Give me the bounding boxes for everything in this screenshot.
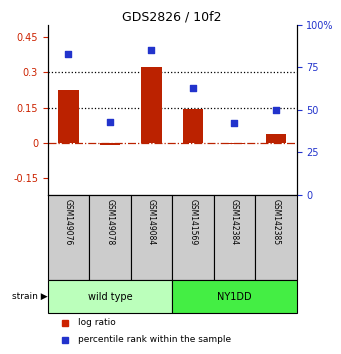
Point [232,121,237,126]
Bar [131,195,172,280]
Bar [182,109,203,143]
Point [190,85,196,91]
Text: GSM141569: GSM141569 [189,199,197,245]
Bar [224,143,245,144]
Text: wild type: wild type [88,292,132,302]
Bar [48,280,172,314]
Bar [48,195,89,280]
Text: GSM149084: GSM149084 [147,199,156,245]
Bar [266,133,286,143]
Text: GSM149076: GSM149076 [64,199,73,246]
Point [273,107,279,113]
Title: GDS2826 / 10f2: GDS2826 / 10f2 [122,11,222,24]
Bar [214,195,255,280]
Bar [172,280,297,314]
Bar [58,90,79,143]
Bar [89,195,131,280]
Text: GSM142385: GSM142385 [271,199,280,245]
Bar [255,195,297,280]
Text: percentile rank within the sample: percentile rank within the sample [78,335,231,344]
Text: log ratio: log ratio [78,318,115,327]
Text: strain ▶: strain ▶ [12,292,48,301]
Bar [141,67,162,143]
Point [66,51,71,57]
Point [149,47,154,53]
Text: GSM149078: GSM149078 [105,199,115,245]
Text: GSM142384: GSM142384 [230,199,239,245]
Bar [172,195,214,280]
Bar [100,143,120,145]
Text: NY1DD: NY1DD [217,292,252,302]
Point [107,119,113,125]
